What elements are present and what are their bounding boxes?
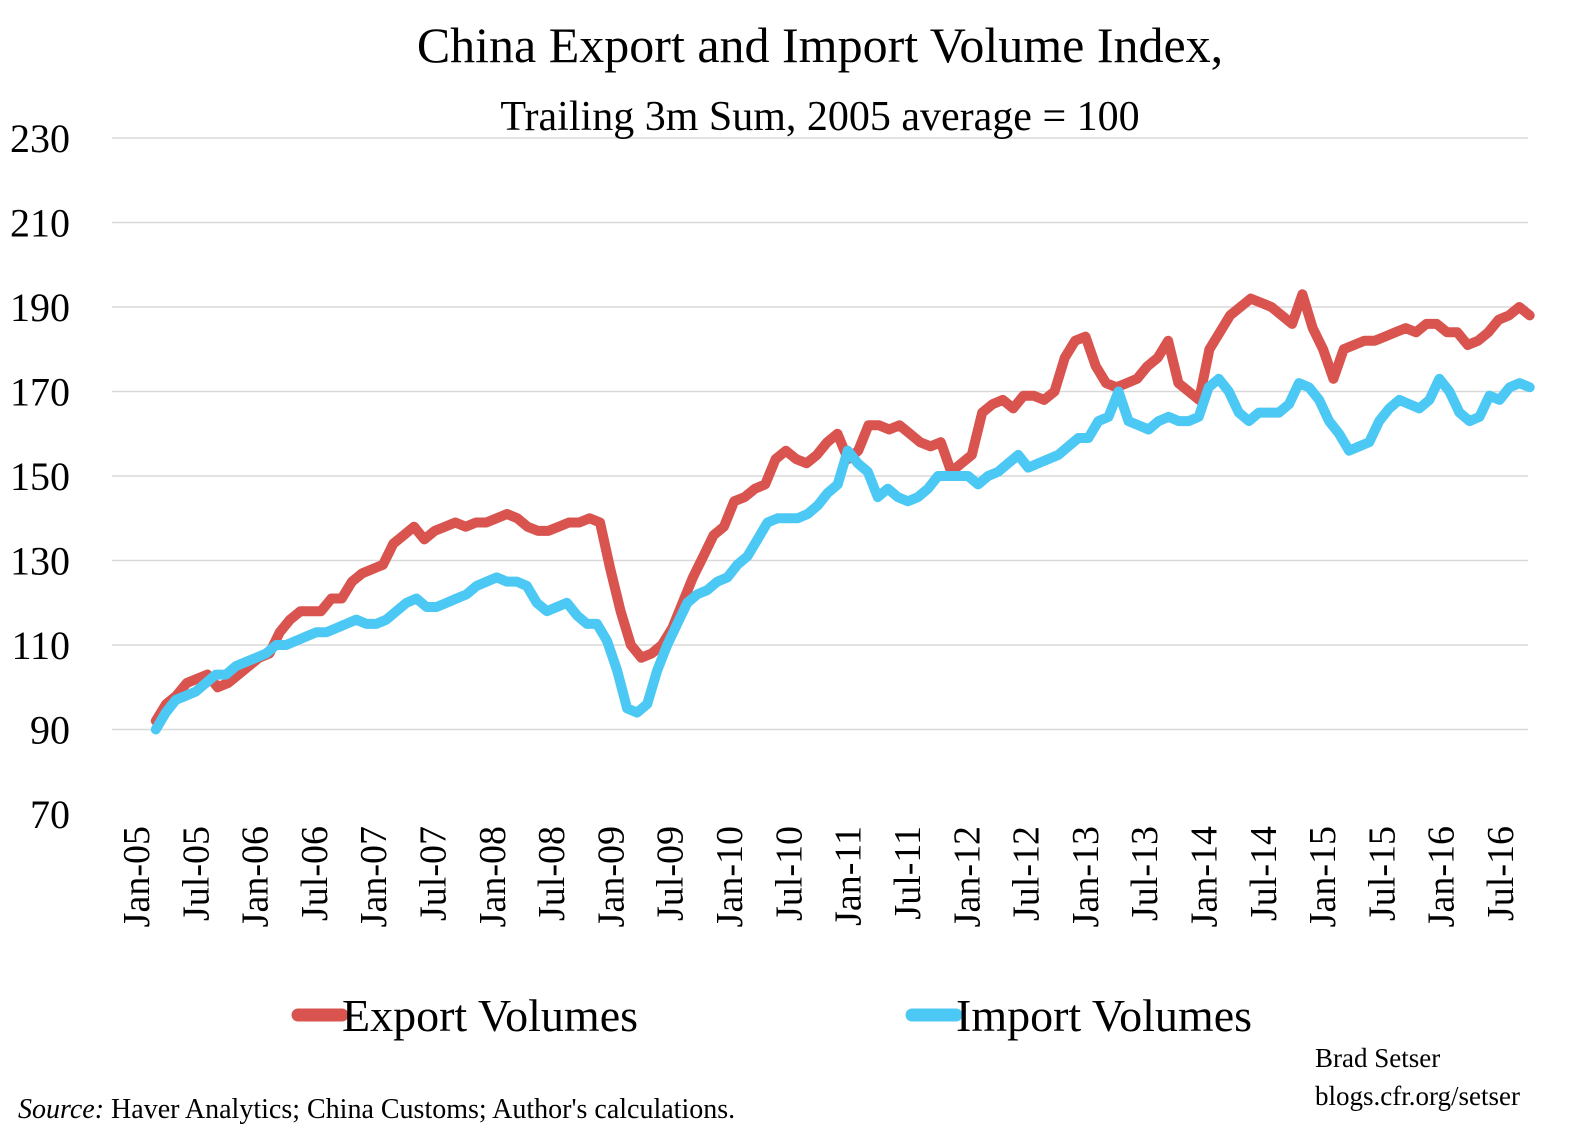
x-tick-label: Jan-15 bbox=[1302, 826, 1344, 927]
x-tick-label: Jul-12 bbox=[1006, 826, 1048, 921]
x-tick-label: Jan-06 bbox=[235, 826, 277, 927]
y-axis-ticks: 70 90 110 130 150 170 190 210 230 bbox=[10, 116, 70, 837]
x-tick-label: Jan-07 bbox=[353, 826, 395, 927]
x-tick-label: Jul-10 bbox=[768, 826, 810, 921]
x-axis-ticks: Jan-05 Jul-05 Jan-06 Jul-06 Jan-07 Jul-07 Jan-… bbox=[116, 826, 1522, 927]
y-tick-label: 110 bbox=[11, 623, 70, 668]
y-tick-label: 210 bbox=[10, 201, 70, 246]
x-tick-label: Jan-16 bbox=[1421, 826, 1463, 927]
x-tick-label: Jan-10 bbox=[709, 826, 751, 927]
x-tick-label: Jul-11 bbox=[887, 826, 929, 920]
x-tick-label: Jan-11 bbox=[828, 826, 870, 926]
x-tick-label: Jan-12 bbox=[946, 826, 988, 927]
x-tick-label: Jul-14 bbox=[1243, 826, 1285, 921]
series-line-export bbox=[150, 289, 1535, 726]
chart-subtitle: Trailing 3m Sum, 2005 average = 100 bbox=[500, 94, 1139, 140]
y-tick-label: 90 bbox=[30, 708, 70, 753]
y-tick-label: 150 bbox=[10, 454, 70, 499]
grid-lines bbox=[112, 137, 1528, 731]
legend-label-import: Import Volumes bbox=[956, 990, 1252, 1041]
x-tick-label: Jul-15 bbox=[1361, 826, 1403, 921]
y-tick-label: 170 bbox=[10, 370, 70, 415]
chart-title: China Export and Import Volume Index, bbox=[417, 17, 1223, 73]
credit-url: blogs.cfr.org/setser bbox=[1315, 1081, 1520, 1111]
source-note: Source: Haver Analytics; China Customs; … bbox=[18, 1094, 735, 1125]
x-tick-label: Jan-08 bbox=[472, 826, 514, 927]
x-tick-label: Jan-13 bbox=[1065, 826, 1107, 927]
y-tick-label: 70 bbox=[30, 792, 70, 837]
series-line-import bbox=[150, 373, 1535, 735]
x-tick-label: Jul-09 bbox=[650, 826, 692, 921]
x-tick-label: Jul-05 bbox=[175, 826, 217, 921]
x-tick-label: Jan-05 bbox=[116, 826, 158, 927]
x-tick-label: Jul-16 bbox=[1480, 826, 1522, 921]
y-tick-label: 130 bbox=[10, 539, 70, 584]
x-tick-label: Jul-08 bbox=[531, 826, 573, 921]
x-tick-label: Jan-09 bbox=[590, 826, 632, 927]
x-tick-label: Jan-14 bbox=[1183, 826, 1225, 927]
legend-label-export: Export Volumes bbox=[342, 990, 638, 1041]
series-lines bbox=[150, 289, 1535, 735]
x-tick-label: Jul-06 bbox=[294, 826, 336, 921]
legend: Export Volumes Import Volumes bbox=[291, 990, 1252, 1041]
x-tick-label: Jul-13 bbox=[1124, 826, 1166, 921]
y-tick-label: 190 bbox=[10, 285, 70, 330]
credit-author: Brad Setser bbox=[1315, 1043, 1440, 1073]
y-tick-label: 230 bbox=[10, 116, 70, 161]
x-tick-label: Jul-07 bbox=[413, 826, 455, 921]
source-text: Haver Analytics; China Customs; Author's… bbox=[104, 1094, 735, 1125]
source-label: Source: bbox=[18, 1094, 104, 1125]
